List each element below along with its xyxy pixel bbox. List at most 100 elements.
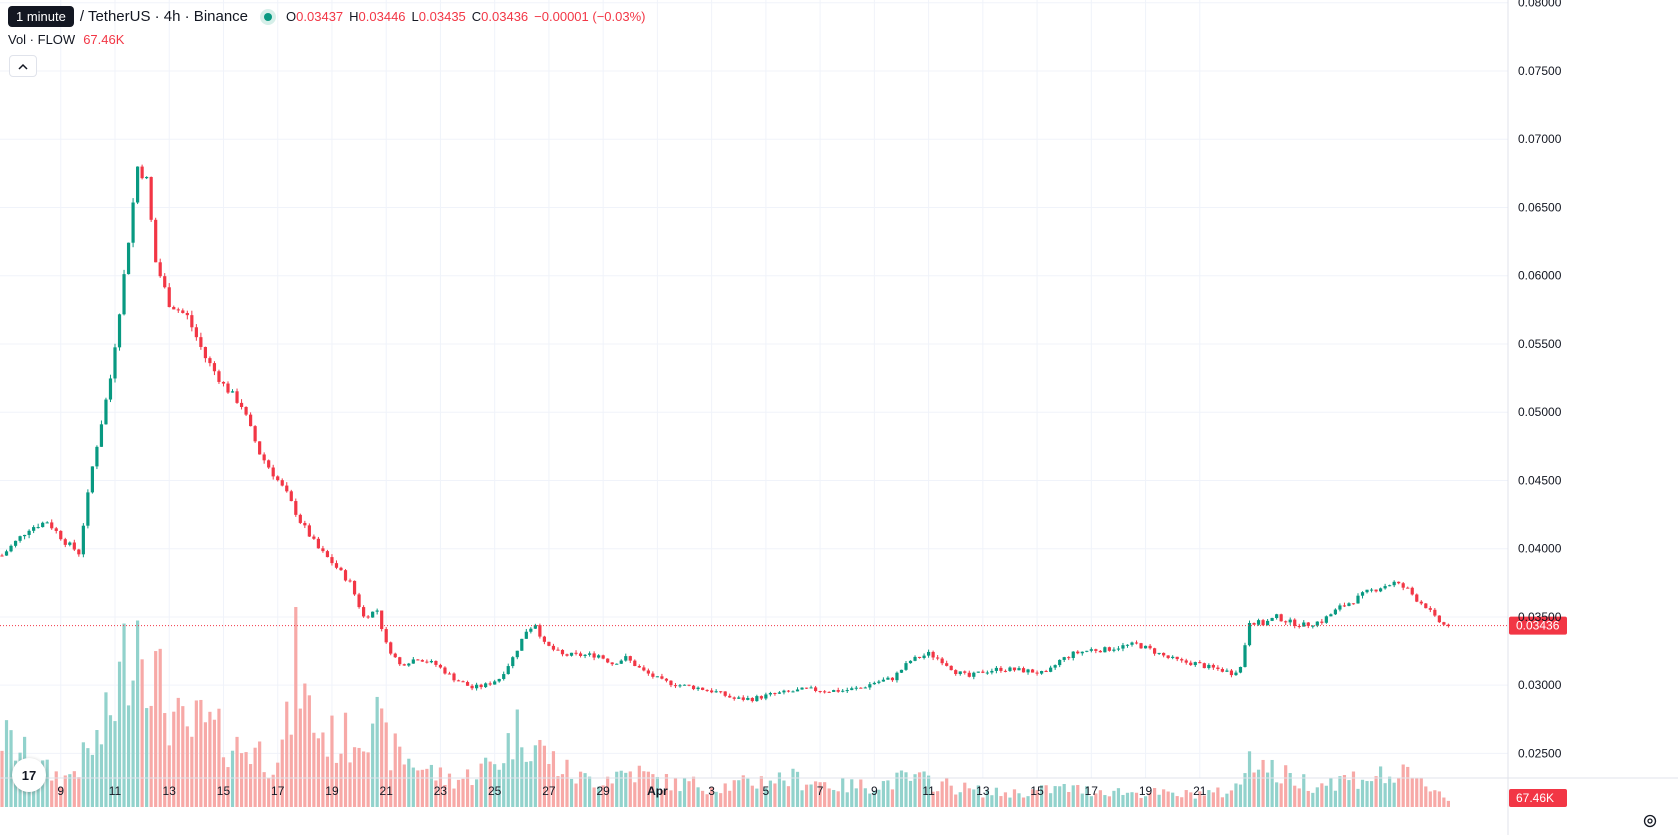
- volume-bar: [1040, 785, 1044, 807]
- candle-body: [1229, 670, 1234, 676]
- volume-bar: [1021, 797, 1026, 807]
- volume-bar: [68, 774, 72, 807]
- candle-body: [1415, 594, 1419, 602]
- volume-bar: [1333, 790, 1337, 807]
- volume-bar: [1415, 778, 1419, 807]
- y-tick-label: 0.05500: [1518, 337, 1562, 351]
- candle-body: [660, 676, 664, 679]
- volume-bar: [131, 680, 135, 807]
- candle-body: [1338, 605, 1342, 610]
- x-tick-label: 11: [109, 784, 122, 798]
- volume-bar: [1157, 794, 1161, 807]
- volume-bar: [904, 772, 908, 807]
- volume-bar: [583, 773, 587, 807]
- volume-bar: [72, 771, 76, 807]
- volume-bar: [1008, 797, 1012, 807]
- tradingview-logo[interactable]: 17: [12, 758, 46, 792]
- candle-body: [366, 616, 370, 618]
- gear-icon[interactable]: [1640, 811, 1660, 831]
- volume-bar: [1171, 792, 1175, 807]
- candle-body: [1247, 623, 1252, 646]
- candle-body: [68, 542, 72, 545]
- volume-bar: [380, 708, 384, 807]
- volume-bar: [1293, 785, 1297, 807]
- candle-body: [357, 594, 361, 608]
- candle-body: [1053, 665, 1057, 668]
- volume-bar: [524, 761, 528, 807]
- volume-bar: [823, 782, 827, 807]
- y-tick-label: 0.06000: [1518, 269, 1562, 283]
- candle-body: [1238, 666, 1243, 673]
- candle-body: [167, 287, 171, 308]
- volume-bar: [1234, 783, 1238, 807]
- candle-body: [176, 309, 180, 311]
- volume-bar: [1369, 781, 1374, 807]
- candle-body: [1184, 660, 1188, 663]
- volume-bar: [1044, 785, 1048, 807]
- candle-body: [258, 441, 262, 455]
- y-tick-label: 0.06500: [1518, 200, 1562, 214]
- candle-body: [1365, 589, 1369, 593]
- candle-body: [145, 176, 149, 179]
- candle-body: [1085, 650, 1089, 652]
- volume-bar: [877, 789, 881, 807]
- volume-bar: [990, 795, 994, 807]
- candle-body: [710, 690, 714, 693]
- candle-body: [32, 527, 36, 531]
- candle-body: [285, 485, 289, 492]
- volume-bar: [1089, 796, 1093, 807]
- volume-bar: [972, 789, 976, 807]
- candle-body: [140, 166, 144, 179]
- candle-body: [352, 580, 357, 595]
- market-status-icon[interactable]: [260, 8, 277, 25]
- volume-bar: [737, 780, 741, 807]
- candle-body: [420, 660, 424, 662]
- volume-bar: [1103, 795, 1107, 807]
- candle-body: [578, 653, 583, 656]
- candle-body: [841, 690, 845, 692]
- candle-body: [940, 658, 944, 664]
- candle-body: [908, 660, 913, 664]
- volume-bar: [1424, 786, 1428, 807]
- volume-bar: [136, 620, 140, 807]
- volume-label[interactable]: Vol · FLOW: [8, 32, 76, 47]
- volume-bar: [886, 780, 890, 807]
- candle-body: [890, 677, 895, 681]
- volume-bar: [859, 779, 863, 807]
- candle-body: [651, 673, 655, 677]
- volume-bar: [664, 774, 669, 807]
- candle-body: [1089, 649, 1093, 651]
- volume-bar: [1003, 792, 1008, 807]
- volume-bar: [832, 789, 836, 807]
- candle-body: [881, 679, 885, 682]
- volume-bar: [691, 776, 696, 807]
- volume-bar: [1347, 780, 1351, 807]
- candle-body: [262, 454, 266, 461]
- volume-bar: [967, 788, 971, 807]
- volume-bar: [1284, 765, 1288, 807]
- candle-body: [50, 522, 54, 529]
- candle-body: [1329, 614, 1333, 617]
- candle-body: [1017, 668, 1021, 671]
- candle-body: [493, 681, 497, 685]
- volume-bar: [1112, 790, 1116, 807]
- x-tick-label: 19: [1139, 784, 1153, 798]
- chevron-up-icon[interactable]: [9, 55, 37, 77]
- symbol-title[interactable]: / TetherUS · 4h · Binance: [79, 8, 249, 25]
- candle-body: [610, 662, 614, 665]
- volume-bar: [258, 741, 262, 807]
- candle-body: [208, 358, 212, 364]
- candle-body: [1275, 614, 1279, 618]
- volume-bar: [461, 778, 465, 807]
- x-tick-label: 27: [542, 784, 556, 798]
- volume-bar: [81, 742, 85, 807]
- candle-body: [1243, 645, 1247, 667]
- candle-body: [1162, 652, 1166, 656]
- volume-bar: [601, 785, 605, 807]
- candle-body: [750, 697, 754, 702]
- candle-body: [777, 692, 782, 694]
- volume-bar: [1397, 777, 1401, 807]
- candle-body: [1134, 642, 1139, 644]
- candle-body: [63, 539, 67, 545]
